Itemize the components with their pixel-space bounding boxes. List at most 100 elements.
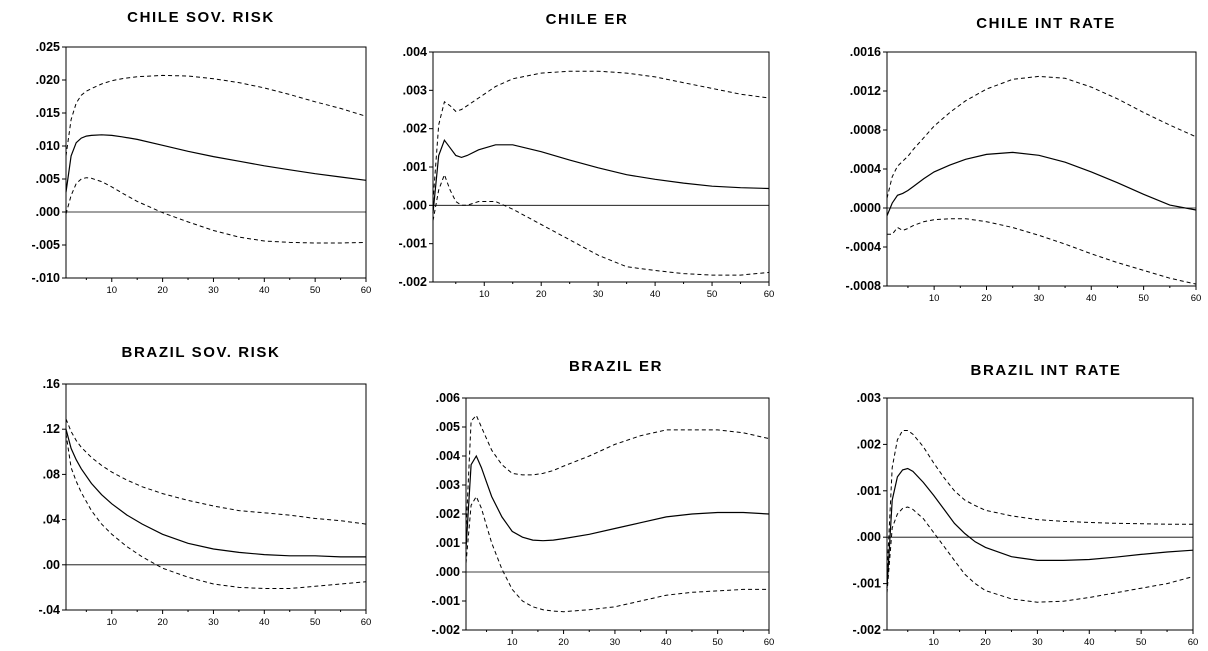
chart-title: BRAZIL INT RATE bbox=[971, 362, 1122, 379]
x-tick-label: 40 bbox=[650, 289, 661, 300]
y-tick-label: .005 bbox=[436, 420, 460, 434]
y-tick-label: .004 bbox=[403, 45, 427, 59]
response-line bbox=[465, 454, 770, 549]
y-tick-label: .000 bbox=[436, 565, 460, 579]
x-tick-label: 30 bbox=[610, 637, 621, 648]
lower-band-line bbox=[465, 495, 769, 613]
y-tick-label: .025 bbox=[36, 40, 60, 54]
x-tick-label: 10 bbox=[928, 637, 939, 648]
plot-frame bbox=[65, 46, 367, 279]
y-tick-label: .0008 bbox=[850, 123, 881, 137]
response-line bbox=[886, 467, 1194, 589]
y-tick-label: .020 bbox=[36, 73, 60, 87]
upper-band-line bbox=[465, 414, 770, 532]
chart-title: BRAZIL SOV. RISK bbox=[122, 344, 281, 361]
y-tick-label: .006 bbox=[436, 391, 460, 405]
x-tick-label: 40 bbox=[259, 617, 270, 628]
y-tick-label: .002 bbox=[436, 507, 460, 521]
x-tick-label: 30 bbox=[593, 289, 604, 300]
x-tick-label: 40 bbox=[661, 637, 672, 648]
y-tick-label: -.001 bbox=[853, 577, 882, 591]
x-tick-label: 10 bbox=[106, 617, 117, 628]
y-tick-label: .002 bbox=[403, 122, 427, 136]
y-tick-label: .002 bbox=[857, 437, 881, 451]
x-tick-label: 10 bbox=[479, 289, 490, 300]
y-tick-label: .000 bbox=[403, 198, 427, 212]
response-line bbox=[886, 151, 1197, 217]
y-tick-label: .08 bbox=[43, 467, 60, 481]
y-tick-label: -.0004 bbox=[846, 240, 881, 254]
x-tick-label: 60 bbox=[764, 637, 775, 648]
x-tick-label: 40 bbox=[1086, 293, 1097, 304]
y-tick-label: .0016 bbox=[850, 45, 881, 59]
response-line bbox=[65, 134, 367, 193]
plot-frame bbox=[432, 51, 770, 283]
x-tick-label: 60 bbox=[764, 289, 775, 300]
x-tick-label: 30 bbox=[208, 285, 219, 296]
y-tick-label: .0000 bbox=[850, 201, 881, 215]
x-tick-label: 50 bbox=[712, 637, 723, 648]
y-tick-label: .010 bbox=[36, 139, 60, 153]
y-tick-label: .00 bbox=[43, 558, 60, 572]
x-tick-label: 20 bbox=[536, 289, 547, 300]
lower-band-line bbox=[886, 506, 1194, 603]
y-tick-label: .003 bbox=[436, 478, 460, 492]
upper-band-line bbox=[886, 75, 1197, 199]
x-tick-label: 10 bbox=[106, 285, 117, 296]
plot-frame bbox=[886, 397, 1194, 631]
plot-frame bbox=[65, 383, 367, 611]
y-tick-label: .015 bbox=[36, 106, 60, 120]
chart-title: BRAZIL ER bbox=[569, 358, 663, 375]
x-tick-label: 50 bbox=[707, 289, 718, 300]
plot-frame bbox=[465, 397, 770, 631]
y-tick-label: .0012 bbox=[850, 84, 881, 98]
y-tick-label: .004 bbox=[436, 449, 460, 463]
x-tick-label: 30 bbox=[1032, 637, 1043, 648]
y-tick-label: .000 bbox=[857, 530, 881, 544]
y-tick-label: .001 bbox=[857, 484, 881, 498]
x-tick-label: 20 bbox=[980, 637, 991, 648]
x-tick-label: 10 bbox=[507, 637, 518, 648]
response-line bbox=[65, 429, 366, 558]
x-tick-label: 10 bbox=[929, 293, 940, 304]
x-tick-label: 50 bbox=[310, 285, 321, 296]
lower-band-line bbox=[65, 433, 367, 589]
y-tick-label: -.002 bbox=[399, 275, 428, 289]
y-tick-label: -.001 bbox=[432, 594, 461, 608]
x-tick-label: 50 bbox=[310, 617, 321, 628]
plot-frame bbox=[886, 51, 1197, 287]
x-tick-label: 60 bbox=[361, 285, 372, 296]
y-tick-label: .003 bbox=[857, 391, 881, 405]
y-tick-label: .16 bbox=[43, 377, 60, 391]
x-tick-label: 20 bbox=[981, 293, 992, 304]
response-line bbox=[432, 138, 770, 214]
chart-title: CHILE ER bbox=[546, 11, 629, 28]
x-tick-label: 20 bbox=[157, 285, 168, 296]
x-tick-label: 60 bbox=[361, 617, 372, 628]
upper-band-line bbox=[886, 430, 1193, 575]
upper-band-line bbox=[65, 74, 367, 156]
y-tick-label: -.001 bbox=[399, 237, 428, 251]
lower-band-line bbox=[887, 218, 1197, 285]
y-tick-label: -.04 bbox=[38, 603, 60, 617]
lower-band-line bbox=[65, 177, 367, 244]
y-tick-label: .001 bbox=[403, 160, 427, 174]
y-tick-label: -.0008 bbox=[846, 279, 881, 293]
y-tick-label: .003 bbox=[403, 83, 427, 97]
y-tick-label: .005 bbox=[36, 172, 60, 186]
x-tick-label: 20 bbox=[558, 637, 569, 648]
y-tick-label: -.005 bbox=[32, 238, 61, 252]
chart-panel-5: BRAZIL ER .006 .005 .004 .003 .002 .001 .000 -.0… bbox=[432, 358, 775, 648]
y-tick-label: .000 bbox=[36, 205, 60, 219]
chart-panel-1: CHILE SOV. RISK .025 .020 .015 .010 .005 .000 -… bbox=[32, 9, 372, 296]
upper-band-line bbox=[432, 70, 770, 202]
y-tick-label: -.002 bbox=[432, 623, 461, 637]
y-tick-label: .04 bbox=[43, 513, 60, 527]
x-tick-label: 60 bbox=[1188, 637, 1199, 648]
x-tick-label: 50 bbox=[1136, 637, 1147, 648]
y-tick-label: .001 bbox=[436, 536, 460, 550]
x-tick-label: 40 bbox=[1084, 637, 1095, 648]
y-tick-label: .12 bbox=[43, 422, 60, 436]
x-tick-label: 40 bbox=[259, 285, 270, 296]
